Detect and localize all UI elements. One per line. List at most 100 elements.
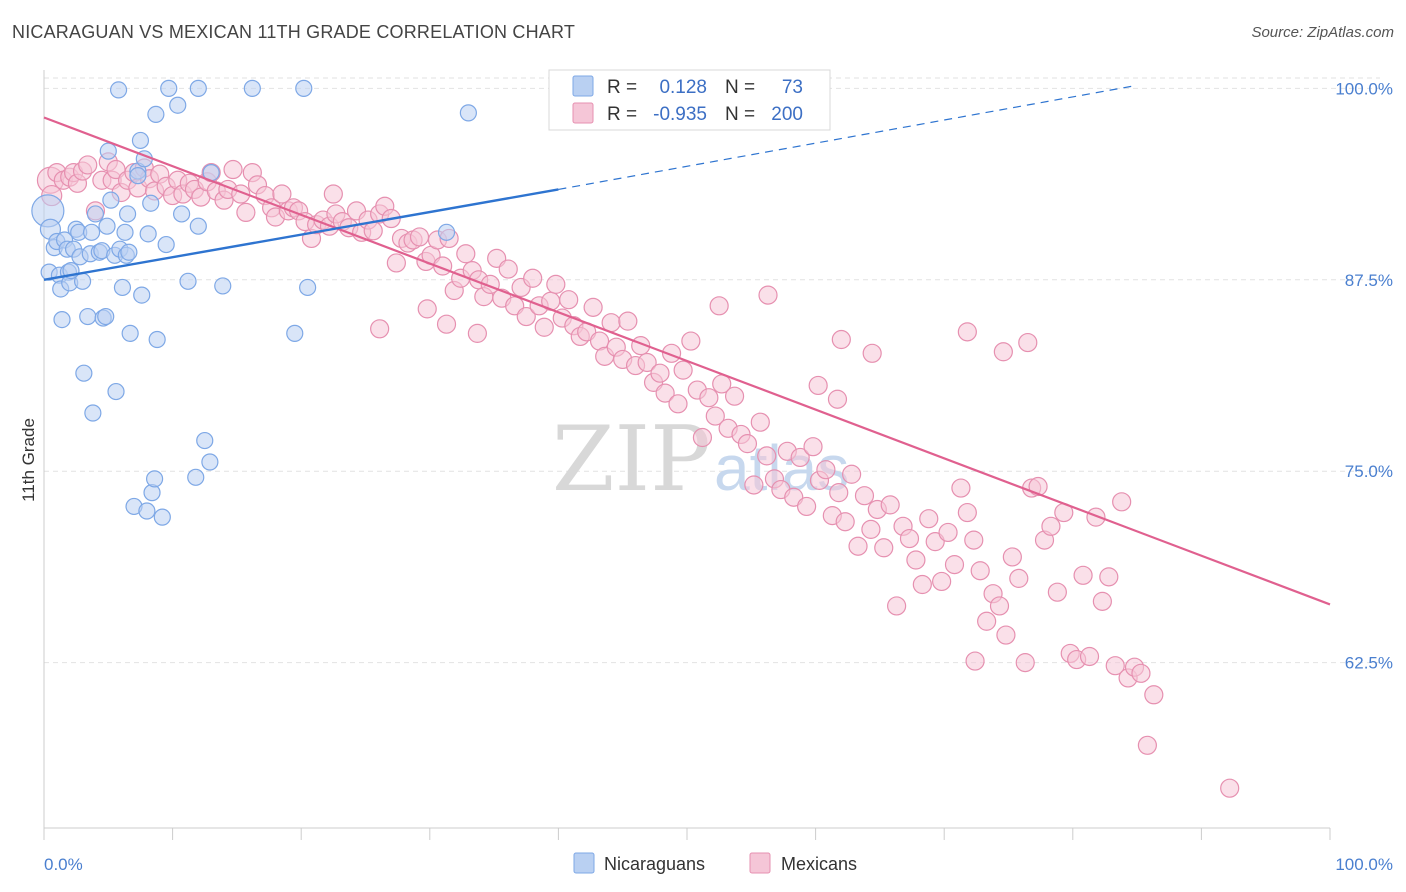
mexicans-point-190 — [862, 343, 882, 363]
stats-legend: R = 0.128 N = 73 R = -0.935 N = 200 — [548, 69, 831, 131]
nicaraguans-point-64 — [189, 79, 207, 97]
nicaraguans-point-31 — [107, 382, 125, 401]
mexicans-point-167 — [1047, 582, 1067, 602]
mexicans-point-34 — [223, 159, 243, 180]
mexicans-point-185 — [709, 296, 729, 316]
mexicans-point-145 — [906, 550, 926, 570]
mexicans-point-154 — [964, 530, 984, 550]
mexicans-point-103 — [637, 352, 657, 373]
nicaraguans-point-63 — [214, 277, 232, 295]
nicaraguans-point-26 — [97, 307, 115, 326]
nicaraguans-point-39 — [121, 324, 139, 342]
x-tick-label-1: 100.0% — [1335, 855, 1393, 874]
mexicans-point-36 — [236, 202, 256, 223]
mexicans-point-155 — [970, 561, 990, 581]
mexicans-point-42 — [272, 184, 292, 204]
nicaraguans-point-17 — [75, 364, 93, 382]
bottom-legend-mexicans: Mexicans — [781, 854, 857, 874]
mexicans-point-65 — [409, 227, 430, 247]
watermark-zip: ZIP — [552, 407, 711, 512]
mexicans-point-110 — [681, 331, 701, 351]
mexicans-point-117 — [724, 386, 745, 406]
y-tick-label-3: 100.0% — [1335, 79, 1393, 98]
y-axis-title: 11th Grade — [19, 418, 38, 502]
nicaraguans-point-54 — [160, 79, 178, 97]
mexicans-point-188 — [993, 342, 1013, 362]
mexicans-point-172 — [1079, 646, 1100, 667]
bottom-legend-swatch-mexicans — [749, 852, 771, 874]
chart-title: NICARAGUAN VS MEXICAN 11TH GRADE CORRELA… — [12, 22, 576, 42]
nicaraguans-point-68 — [286, 324, 304, 342]
y-tick-label-0: 62.5% — [1345, 654, 1393, 673]
mexicans-point-120 — [744, 475, 764, 495]
source-label: Source: ZipAtlas.com — [1251, 24, 1394, 41]
trend-lines — [43, 84, 1331, 606]
mexicans-point-90 — [559, 290, 579, 310]
mexicans-point-133 — [829, 483, 849, 503]
x-tick-label-0: 0.0% — [44, 855, 83, 874]
mexicans-point-159 — [996, 625, 1016, 645]
mexicans-point-197 — [370, 319, 390, 339]
y-tick-label-1: 75.0% — [1345, 462, 1393, 481]
nicaraguans-point-27 — [98, 217, 116, 235]
mexicans-point-191 — [808, 375, 828, 396]
mexicans-point-138 — [861, 519, 881, 539]
legend-n-value-2: 200 — [771, 104, 803, 125]
mexicans-point-193 — [758, 285, 778, 305]
mexicans-point-147 — [919, 509, 939, 529]
mexicans-point-100 — [618, 311, 638, 331]
legend-n-value-1: 73 — [782, 77, 803, 98]
mexicans-point-186 — [831, 329, 851, 350]
nicaraguans-point-46 — [139, 225, 157, 243]
mexicans-point-194 — [436, 314, 457, 334]
mexicans-point-149 — [932, 571, 952, 592]
mexicans-point-141 — [880, 495, 900, 515]
nicaraguans-point-57 — [179, 272, 197, 290]
nicaraguans-point-50 — [147, 105, 165, 124]
mexicans-point-86 — [534, 317, 554, 337]
nicaraguans-point-20 — [84, 404, 102, 422]
mexicans-point-113 — [699, 388, 719, 408]
mexicans-point-171 — [1073, 565, 1093, 585]
nicaraguans-point-56 — [173, 205, 191, 223]
nicaraguans-point-67 — [299, 278, 317, 297]
mexicans-point-119 — [737, 434, 758, 454]
nicaraguans-point-53 — [157, 235, 175, 254]
nicaraguans-point-58 — [187, 468, 205, 486]
nicaraguans-point-18 — [79, 307, 97, 326]
nicaraguans-point-32 — [109, 81, 128, 99]
bottom-legend-swatch-nicaraguans — [573, 852, 595, 874]
nicaraguans-point-28 — [99, 142, 117, 160]
legend-r-value-2: -0.935 — [653, 104, 707, 125]
mexicans-point-176 — [1105, 656, 1125, 676]
legend-swatch-mexicans — [572, 102, 594, 124]
mexicans-point-136 — [848, 536, 868, 556]
nicaraguans-point-61 — [201, 453, 219, 471]
mexicans-point-161 — [1009, 568, 1029, 588]
nicaraguans-point-65 — [243, 79, 261, 97]
series-legend: Nicaraguans Mexicans — [573, 852, 857, 874]
nicaraguans-points — [31, 79, 477, 526]
mexicans-point-84 — [523, 268, 543, 288]
mexicans-point-174 — [1092, 591, 1112, 611]
nicaraguans-point-34 — [113, 278, 132, 297]
mexicans-point-94 — [583, 297, 603, 317]
legend-r-label-1: R = — [607, 77, 637, 98]
nicaraguans-point-66 — [295, 79, 313, 97]
mexicans-point-146 — [912, 574, 932, 595]
nicaraguans-point-60 — [196, 431, 214, 450]
mexicans-point-198 — [323, 184, 343, 204]
mexicans-point-153 — [957, 502, 977, 523]
mexicans-point-195 — [417, 299, 437, 319]
mexicans-point-134 — [835, 512, 855, 532]
mexicans-point-196 — [467, 323, 487, 343]
mexicans-point-162 — [1015, 653, 1035, 673]
mexicans-points — [36, 152, 1240, 798]
nicaraguans-trend-line — [43, 188, 559, 281]
mexicans-point-183 — [1220, 778, 1240, 798]
mexicans-point-189 — [957, 322, 977, 342]
mexicans-point-175 — [1099, 567, 1119, 587]
mexicans-point-109 — [673, 360, 693, 380]
nicaraguans-point-7 — [53, 311, 71, 329]
nicaraguans-point-38 — [120, 243, 138, 261]
